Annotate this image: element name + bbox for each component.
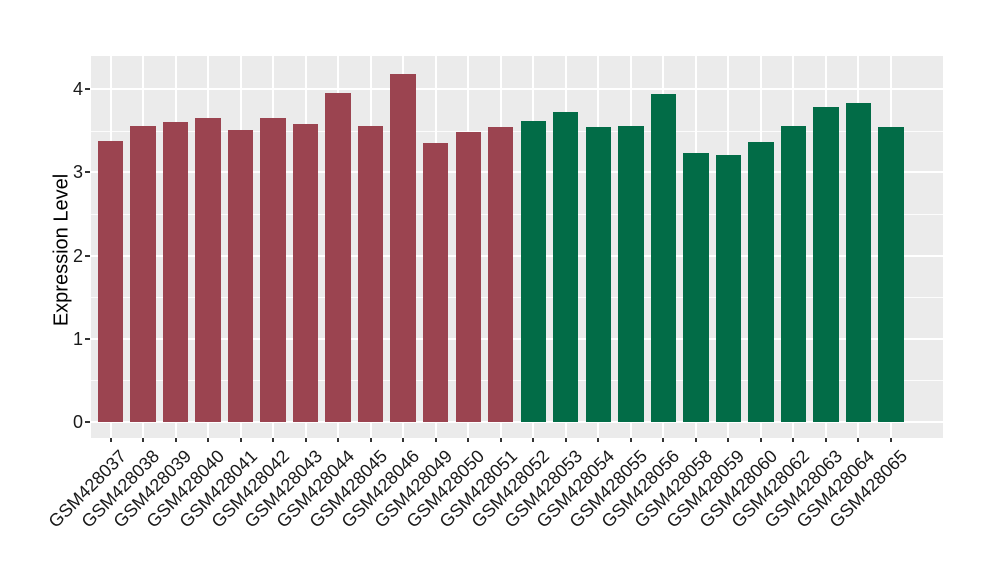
x-tick-mark: [629, 438, 632, 442]
x-tick-mark: [889, 438, 892, 442]
bar-GSM428060: [748, 141, 774, 422]
bar-GSM428056: [650, 94, 677, 422]
y-tick-mark: [85, 337, 90, 340]
y-tick-mark: [85, 88, 90, 91]
gridline-major: [91, 337, 943, 340]
x-tick-mark: [109, 438, 112, 442]
gridline-major: [91, 421, 943, 423]
x-tick-mark: [694, 438, 697, 442]
x-tick-mark: [434, 438, 437, 442]
bar-GSM428059: [715, 154, 742, 422]
x-tick-mark: [564, 438, 567, 442]
bar-GSM428037: [97, 140, 124, 422]
x-tick-mark: [597, 438, 600, 442]
bar-GSM428040: [195, 118, 221, 422]
bar-GSM428051: [488, 126, 514, 422]
y-tick-mark: [85, 421, 90, 423]
x-tick-mark: [207, 438, 210, 442]
gridline-minor: [91, 380, 943, 382]
x-tick-mark: [402, 438, 405, 442]
x-tick-mark: [662, 438, 665, 442]
gridline-major: [91, 171, 943, 174]
y-axis-title: Expression Level: [50, 173, 73, 327]
x-tick-mark: [369, 438, 372, 442]
x-tick-mark: [499, 438, 502, 442]
x-tick-mark: [857, 438, 860, 442]
x-tick-mark: [337, 438, 340, 442]
bar-GSM428064: [845, 103, 872, 422]
bar-GSM428045: [357, 125, 384, 422]
x-tick-mark: [759, 438, 762, 442]
y-tick-label: 4: [72, 79, 83, 100]
y-tick-label: 3: [72, 162, 83, 183]
bar-GSM428038: [130, 125, 156, 422]
bar-GSM428058: [683, 153, 709, 422]
gridline-minor: [91, 214, 943, 215]
bar-GSM428065: [878, 126, 904, 422]
x-tick-mark: [792, 438, 795, 442]
bar-GSM428039: [162, 121, 189, 422]
y-tick-mark: [85, 254, 90, 257]
gridline-minor: [91, 130, 943, 132]
gridline-minor: [91, 297, 943, 299]
x-tick-mark: [304, 438, 307, 442]
y-tick-label: 0: [72, 412, 83, 432]
x-tick-mark: [272, 438, 275, 442]
bar-GSM428054: [585, 126, 611, 422]
y-tick-label: 1: [72, 328, 83, 349]
plot-panel: [91, 56, 943, 438]
bar-GSM428050: [455, 132, 481, 422]
gridline-major: [91, 254, 943, 257]
x-tick-mark: [824, 438, 827, 442]
bar-GSM428063: [813, 106, 839, 422]
x-tick-mark: [174, 438, 177, 442]
bar-GSM428046: [390, 74, 416, 422]
bar-GSM428043: [292, 124, 319, 422]
x-tick-mark: [142, 438, 145, 442]
gridline-major: [91, 88, 943, 91]
y-tick-mark: [85, 171, 90, 174]
bar-GSM428044: [325, 93, 351, 422]
x-tick-mark: [727, 438, 730, 442]
x-tick-mark: [532, 438, 535, 442]
bar-GSM428055: [618, 125, 644, 422]
bar-GSM428053: [553, 111, 579, 422]
x-tick-mark: [239, 438, 242, 442]
bar-GSM428041: [227, 129, 254, 422]
bar-GSM428042: [260, 118, 286, 422]
x-tick-mark: [467, 438, 470, 442]
bar-GSM428052: [520, 120, 546, 422]
bar-GSM428049: [423, 143, 449, 422]
y-tick-label: 2: [72, 245, 83, 266]
bar-GSM428062: [780, 125, 807, 422]
